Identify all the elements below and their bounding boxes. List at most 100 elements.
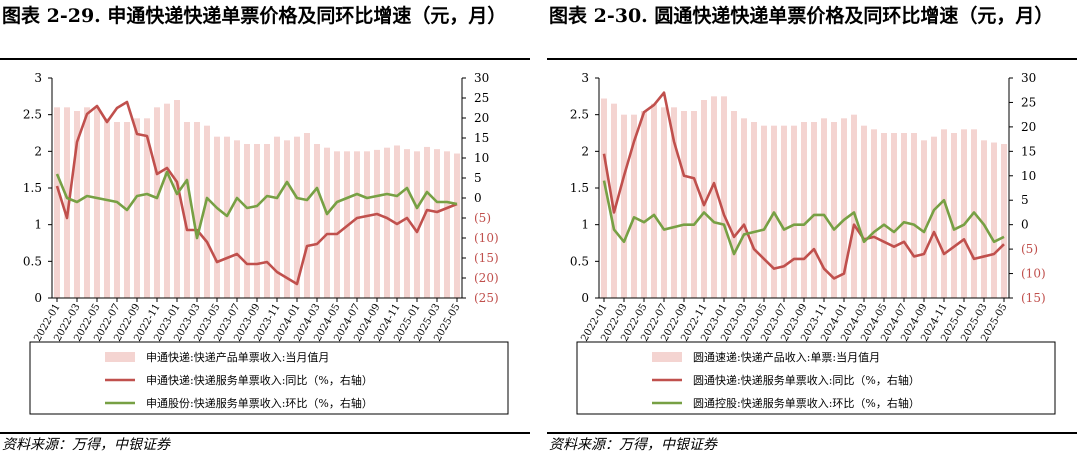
bar — [174, 100, 180, 298]
left-tick-label: 2.5 — [570, 108, 589, 122]
bar — [961, 129, 967, 298]
bar — [711, 96, 717, 298]
legend-label: 圆通快递:快递服务单票收入:同比（%，右轴） — [693, 373, 920, 387]
right-tick-label: (5) — [1021, 242, 1038, 256]
bar — [941, 129, 947, 298]
left-tick-label: 2 — [34, 144, 42, 158]
bar — [264, 144, 270, 298]
bar — [104, 118, 110, 298]
left-tick-label: 2 — [581, 144, 589, 158]
left-tick-label: 3 — [581, 71, 589, 85]
yoy-line — [602, 91, 1005, 280]
bar — [781, 125, 787, 298]
bar — [661, 107, 667, 298]
bar — [274, 136, 280, 298]
right-tick-label: 15 — [1021, 144, 1036, 158]
bar — [94, 107, 100, 298]
bar — [1001, 144, 1007, 298]
source-rule — [547, 432, 1077, 434]
right-tick-label: 5 — [1021, 193, 1029, 207]
bar — [424, 146, 430, 298]
bar — [454, 153, 460, 298]
bar — [374, 149, 380, 298]
right-tick-label: 5 — [474, 171, 482, 185]
bar — [671, 107, 677, 298]
bar — [254, 144, 260, 298]
bar — [334, 151, 340, 298]
right-tick-label: (25) — [474, 291, 499, 305]
chart-panel-right: 图表 2-30. 圆通快递快递单票价格及同环比增速（元，月） 0 0.5 1 1.5 2… — [547, 0, 1077, 457]
bar — [761, 125, 767, 298]
right-tick-label: 30 — [1021, 71, 1036, 85]
legend-label: 圆通控股:快递服务单票收入:环比（%，右轴） — [693, 396, 920, 410]
left-tick-label: 1 — [34, 218, 42, 232]
bar — [721, 96, 727, 298]
bar — [244, 144, 250, 298]
left-tick-label: 0.5 — [23, 254, 42, 268]
right-tick-label: 25 — [474, 91, 489, 105]
bar — [701, 100, 707, 298]
legend-label: 申通快递:快递服务单票收入:同比（%，右轴） — [146, 373, 373, 387]
right-tick-label: 20 — [474, 111, 489, 125]
right-tick-label: 30 — [474, 71, 489, 85]
right-tick-label: (10) — [474, 231, 499, 245]
bar — [881, 133, 887, 298]
right-tick-label: (5) — [474, 211, 491, 225]
bar — [681, 111, 687, 298]
title-rule — [0, 58, 530, 60]
left-tick-label: 1.5 — [23, 181, 42, 195]
bar — [144, 118, 150, 298]
bar — [154, 107, 160, 298]
legend-label: 申通股份:快递服务单票收入:环比（%，右轴） — [146, 396, 373, 410]
bar — [134, 118, 140, 298]
source-note: 资料来源：万得，中银证券 — [549, 437, 717, 453]
bar — [74, 111, 80, 298]
bar — [194, 122, 200, 298]
right-tick-label: (20) — [474, 271, 499, 285]
bar — [651, 103, 657, 298]
bar — [981, 140, 987, 298]
bar — [314, 144, 320, 298]
bar — [951, 133, 957, 298]
bar — [821, 118, 827, 298]
bar — [991, 142, 997, 298]
bar — [384, 147, 390, 298]
bar — [921, 140, 927, 298]
right-tick-label: 25 — [1021, 95, 1036, 109]
right-tick-label: 0 — [1021, 218, 1029, 232]
legend-swatch — [652, 352, 682, 362]
legend-swatch — [105, 352, 135, 362]
right-tick-label: 10 — [1021, 169, 1036, 183]
bar — [891, 133, 897, 298]
bar — [791, 125, 797, 298]
bar — [64, 107, 70, 298]
bar — [164, 103, 170, 298]
bar — [204, 125, 210, 298]
figure-title: 图表 2-29. 申通快递快递单票价格及同环比增速（元，月） — [2, 5, 507, 27]
yoy-line — [55, 100, 458, 286]
combo-chart: 00.511.522.53(15)(10)(5)0510152025302022… — [570, 71, 1056, 415]
bar — [751, 122, 757, 298]
bar — [831, 122, 837, 298]
left-tick-label: 2.5 — [23, 108, 42, 122]
bar — [731, 111, 737, 298]
bar — [811, 122, 817, 298]
mom-line — [55, 170, 458, 240]
left-tick-label: 1.5 — [570, 181, 589, 195]
left-tick-label: 0 — [581, 291, 589, 305]
combo-chart: 0 0.5 1 1.5 2 2.5 3 (25) (20) (15) (10) (5) 0 5 10 15 20… — [23, 71, 509, 415]
bar — [224, 136, 230, 298]
bar — [234, 140, 240, 298]
bar — [404, 149, 410, 298]
title-rule — [547, 58, 1077, 60]
left-tick-label: 0 — [34, 291, 42, 305]
bar — [851, 114, 857, 298]
bar — [741, 118, 747, 298]
legend-label: 申通快递:快递产品单票收入:当月值月 — [146, 350, 329, 364]
mom-line — [602, 180, 1005, 256]
right-tick-label: 0 — [474, 191, 482, 205]
bar — [871, 129, 877, 298]
right-tick-label: (15) — [1021, 291, 1046, 305]
bar — [931, 136, 937, 298]
bar — [304, 133, 310, 298]
